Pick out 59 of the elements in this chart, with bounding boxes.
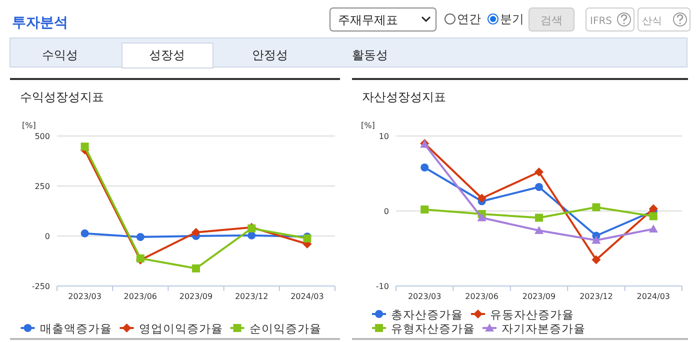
point [592, 236, 601, 244]
point [477, 194, 486, 203]
legend-label: 유동자산증가율 [490, 308, 574, 322]
x-tick-label: 2023/06 [465, 292, 498, 301]
text: 산식 [642, 16, 662, 27]
x-tick-label: 2024/03 [290, 292, 324, 301]
y-tick-label: 10 [378, 132, 389, 141]
x-tick-label: 2023/09 [522, 292, 556, 301]
point [535, 183, 543, 191]
point [648, 204, 658, 214]
point [80, 229, 89, 238]
point [592, 255, 601, 264]
y-axis-title: [%] [361, 121, 375, 130]
point [592, 203, 600, 212]
text: 주재무제표 [338, 13, 398, 27]
text: 검색 [540, 14, 562, 27]
point [420, 164, 429, 172]
point [192, 228, 200, 237]
legend-label: 매출액증가율 [40, 322, 112, 336]
text: 안정성 [252, 48, 288, 62]
y-axis-title: [%] [22, 121, 36, 130]
point [649, 212, 658, 220]
x-tick-label: 2023/03 [408, 292, 442, 301]
point [80, 142, 89, 151]
chart-title: 수익성장성지표 [20, 90, 104, 104]
text: 분기 [500, 12, 524, 26]
x-tick-label: 2023/03 [68, 292, 102, 301]
x-tick-label: 2023/12 [234, 292, 268, 301]
point [648, 224, 658, 232]
y-tick-label: 250 [34, 182, 50, 191]
legend-label: 자기자본증가율 [502, 322, 586, 336]
y-tick-label: 500 [34, 132, 50, 141]
x-tick-label: 2023/06 [124, 292, 158, 301]
x-tick-label: 2023/09 [179, 292, 213, 301]
point [477, 213, 486, 222]
point [534, 226, 544, 234]
text: 투자분석 [12, 15, 68, 31]
chart-title: 자산성장성지표 [362, 90, 446, 104]
y-tick-label: 0 [44, 232, 50, 241]
text: 연간 [457, 12, 481, 26]
y-tick-label: -250 [32, 282, 50, 291]
point [420, 206, 429, 214]
legend-label: 영업이익증가율 [138, 322, 223, 336]
point [192, 264, 200, 272]
x-tick-label: 2024/03 [636, 292, 670, 301]
text: 활동성 [352, 48, 388, 62]
y-tick-label: -10 [376, 282, 389, 291]
text: 성장성 [149, 48, 185, 62]
point [534, 168, 544, 176]
legend-label: 유형자산증가율 [391, 322, 475, 336]
point [248, 231, 256, 240]
y-tick-label: 0 [384, 207, 389, 216]
text: 수익성 [42, 48, 78, 62]
legend-label: 순이익증가율 [249, 322, 322, 336]
point [136, 233, 144, 241]
x-tick-label: 2023/12 [580, 292, 613, 301]
point [535, 214, 543, 222]
text: IFRS [590, 16, 612, 27]
legend-label: 총자산증가율 [391, 308, 463, 322]
